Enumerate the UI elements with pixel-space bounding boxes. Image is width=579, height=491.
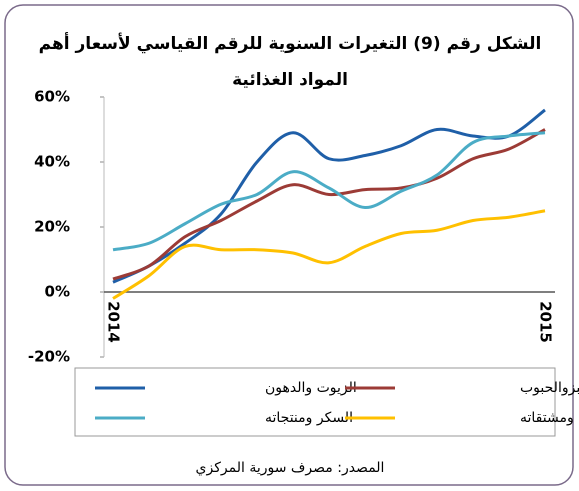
frame [4, 4, 574, 486]
series-line [112, 209, 546, 300]
legend-box [74, 367, 556, 437]
source: المصدر: مصرف سورية المركزي [196, 460, 385, 476]
x-tick-label: 2014 [105, 301, 123, 343]
y-tick-label: 20% [34, 218, 70, 236]
legend-label: السكر ومنتجاته [265, 410, 353, 426]
chart-title: الشكل رقم (9) التغيرات السنوية للرقم الق… [39, 32, 542, 54]
legend-label: الحليب ومشتقاته [520, 410, 579, 426]
legend-label: الخبزوالحبوب [520, 380, 579, 396]
y-tick-label: 0% [45, 283, 70, 301]
y-tick-label: 60% [34, 88, 70, 106]
chart-title: المواد الغذائية [232, 70, 348, 90]
y-tick-label: 40% [34, 153, 70, 171]
series-line [112, 131, 546, 252]
legend-label: الزيوت والدهون [265, 380, 357, 396]
x-tick-label: 2015 [537, 301, 555, 343]
series-line [112, 108, 546, 284]
series-line [112, 128, 546, 281]
y-tick-label: -20% [28, 348, 70, 366]
